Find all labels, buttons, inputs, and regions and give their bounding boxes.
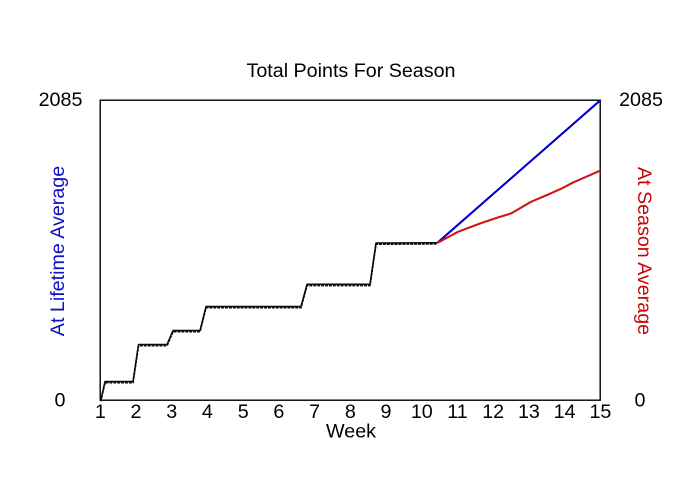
svg-text:4: 4: [202, 401, 213, 423]
svg-text:14: 14: [554, 401, 576, 423]
svg-text:6: 6: [273, 401, 284, 423]
svg-text:Week: Week: [326, 421, 376, 443]
svg-text:12: 12: [482, 401, 504, 423]
svg-text:0: 0: [55, 390, 66, 412]
svg-text:2085: 2085: [619, 89, 663, 111]
svg-text:At Season Average: At Season Average: [633, 167, 655, 335]
svg-text:11: 11: [447, 401, 467, 423]
svg-text:10: 10: [411, 401, 433, 423]
svg-text:15: 15: [589, 401, 611, 423]
svg-text:0: 0: [635, 389, 646, 411]
svg-text:2: 2: [131, 401, 142, 423]
svg-text:5: 5: [238, 401, 249, 423]
svg-text:8: 8: [345, 401, 356, 423]
svg-text:2085: 2085: [39, 89, 83, 111]
svg-text:At Lifetime Average: At Lifetime Average: [47, 166, 69, 336]
svg-text:3: 3: [166, 401, 177, 423]
svg-text:Total Points For Season: Total Points For Season: [246, 60, 455, 82]
svg-text:1: 1: [95, 401, 106, 423]
svg-text:13: 13: [518, 401, 540, 423]
svg-text:9: 9: [381, 401, 392, 423]
svg-text:7: 7: [309, 401, 320, 423]
